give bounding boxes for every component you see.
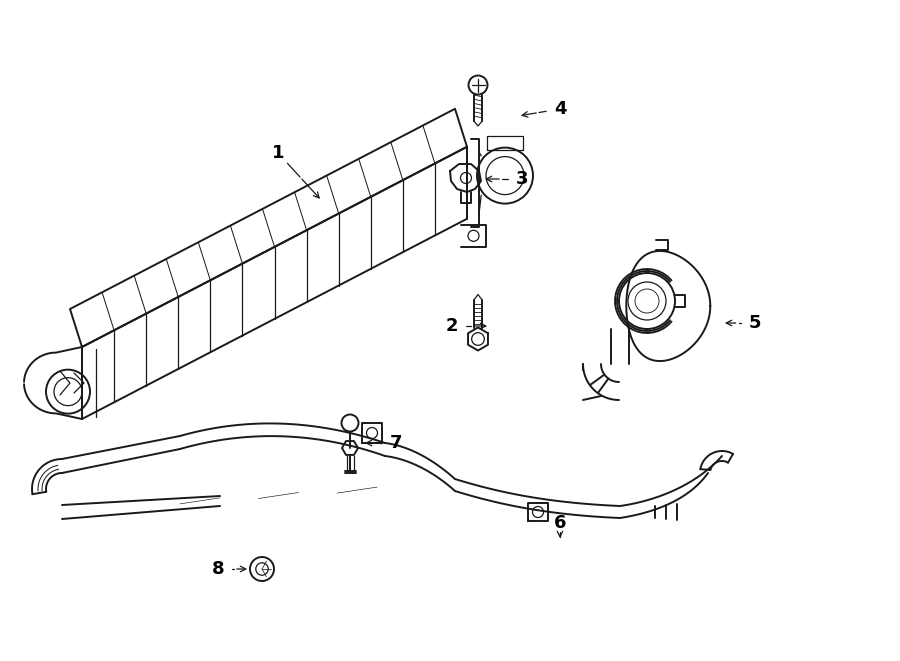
- Text: 2: 2: [446, 317, 458, 335]
- Text: 3: 3: [516, 170, 528, 188]
- Text: 7: 7: [390, 434, 402, 452]
- Text: 1: 1: [272, 144, 284, 162]
- Text: 8: 8: [212, 560, 224, 578]
- Text: 6: 6: [554, 514, 566, 532]
- Text: 5: 5: [749, 314, 761, 332]
- Text: 4: 4: [554, 100, 566, 118]
